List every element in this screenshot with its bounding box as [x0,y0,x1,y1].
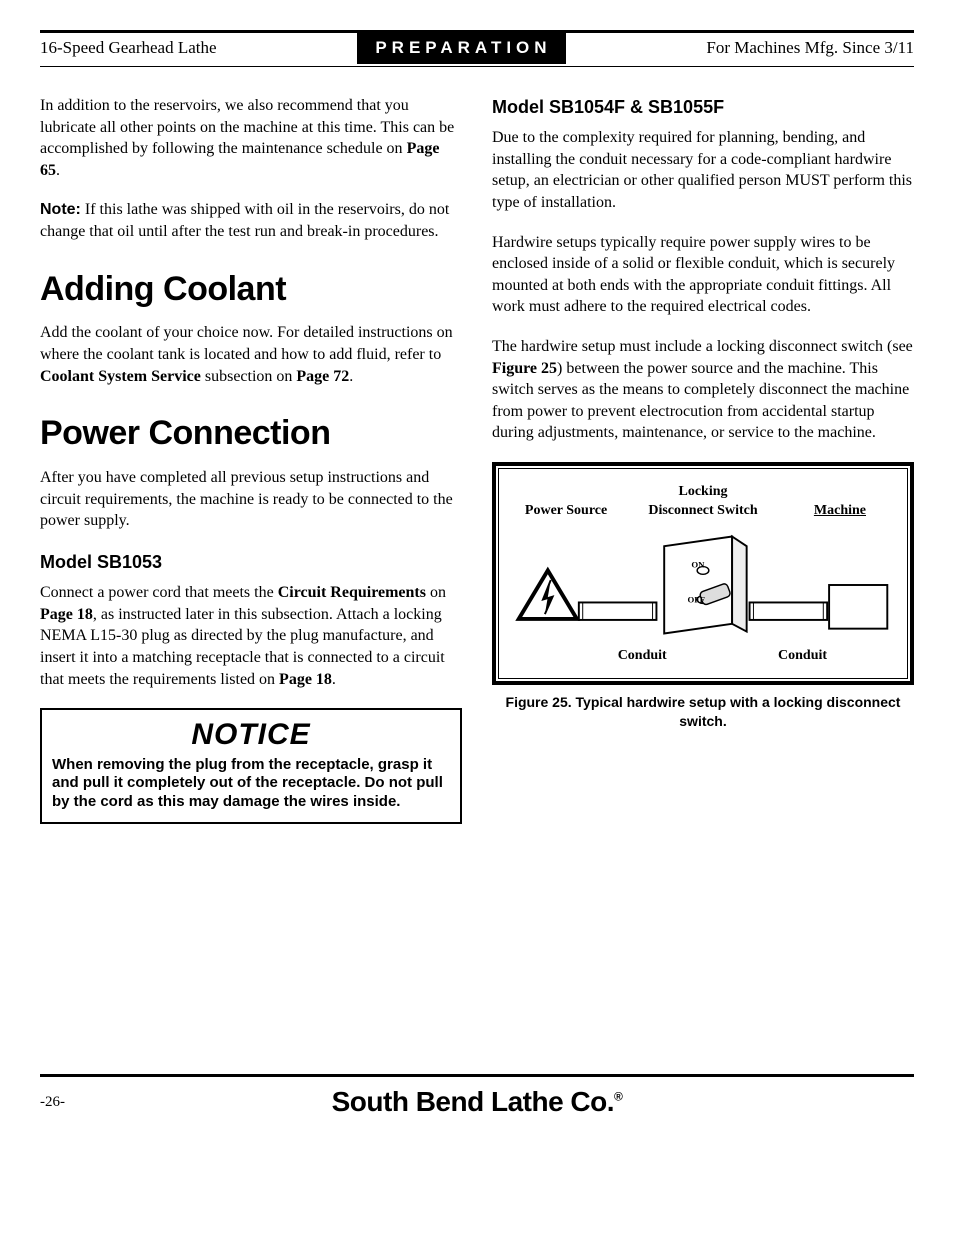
figure-25: Power Source Locking Disconnect Switch M… [492,462,914,685]
registered-mark: ® [614,1090,622,1104]
bold-ref: Circuit Requirements [278,584,426,601]
body-text: , as instructed later in this subsection… [40,606,445,688]
content-columns: In addition to the reservoirs, we also r… [40,95,914,824]
body-text: on [426,584,446,601]
header-left: 16-Speed Gearhead Lathe [40,33,217,64]
page-header: 16-Speed Gearhead Lathe PREPARATION For … [40,30,914,67]
coolant-paragraph: Add the coolant of your choice now. For … [40,322,462,387]
svg-text:OFF: OFF [687,594,704,604]
figure-ref: Figure 25 [492,360,557,377]
page-number: -26- [40,1092,100,1112]
page-ref: Page 18 [279,671,332,688]
right-column: Model SB1054F & SB1055F Due to the compl… [492,95,914,824]
figure-25-diagram: Power Source Locking Disconnect Switch M… [498,468,908,679]
body-text: The hardwire setup must include a lockin… [492,338,913,355]
body-text: . [349,368,353,385]
note-paragraph: Note: If this lathe was shipped with oil… [40,199,462,242]
hardwire-paragraph-3: The hardwire setup must include a lockin… [492,336,914,444]
lubrication-paragraph: In addition to the reservoirs, we also r… [40,95,462,181]
power-intro-paragraph: After you have completed all previous se… [40,467,462,532]
bold-ref: Coolant System Service [40,368,201,385]
figure-label-row: Power Source Locking Disconnect Switch M… [509,483,897,521]
notice-box: NOTICE When removing the plug from the r… [40,708,462,824]
subsection-title-sb1053: Model SB1053 [40,550,462,574]
body-text: If this lathe was shipped with oil in th… [40,201,449,240]
section-title-power: Power Connection [40,411,462,457]
body-text: . [56,162,60,179]
figure-label-disconnect: Locking Disconnect Switch [623,483,783,521]
figure-label-machine: Machine [783,502,897,521]
sb1053-paragraph: Connect a power cord that meets the Circ… [40,582,462,690]
figure-label-conduit-right: Conduit [778,647,827,666]
figure-svg: ON OFF [509,525,897,645]
company-text: South Bend Lathe Co. [332,1086,614,1117]
header-right: For Machines Mfg. Since 3/11 [706,33,914,64]
subsection-title-sb1054: Model SB1054F & SB1055F [492,95,914,119]
note-label: Note: [40,201,81,218]
figure-conduit-row: Conduit Conduit [509,647,897,666]
page-ref: Page 18 [40,606,93,623]
svg-text:ON: ON [691,559,705,569]
body-text: . [332,671,336,688]
figure-label-conduit-left: Conduit [618,647,667,666]
hardwire-paragraph-2: Hardwire setups typically require power … [492,232,914,318]
figure-graphic: ON OFF [509,525,897,645]
notice-title: NOTICE [52,716,450,754]
body-text: In addition to the reservoirs, we also r… [40,97,454,157]
page-footer: -26- South Bend Lathe Co.® [40,1074,914,1121]
header-center: PREPARATION [357,33,565,64]
body-text: subsection on [201,368,297,385]
page-ref: Page 72 [296,368,349,385]
section-title-coolant: Adding Coolant [40,267,462,313]
body-text: Connect a power cord that meets the [40,584,278,601]
left-column: In addition to the reservoirs, we also r… [40,95,462,824]
body-text: Add the coolant of your choice now. For … [40,324,453,363]
hardwire-paragraph-1: Due to the complexity required for plann… [492,127,914,213]
notice-body: When removing the plug from the receptac… [52,756,450,812]
figure-label-power-source: Power Source [509,502,623,521]
company-name: South Bend Lathe Co.® [100,1083,854,1121]
figure-25-caption: Figure 25. Typical hardwire setup with a… [492,693,914,731]
